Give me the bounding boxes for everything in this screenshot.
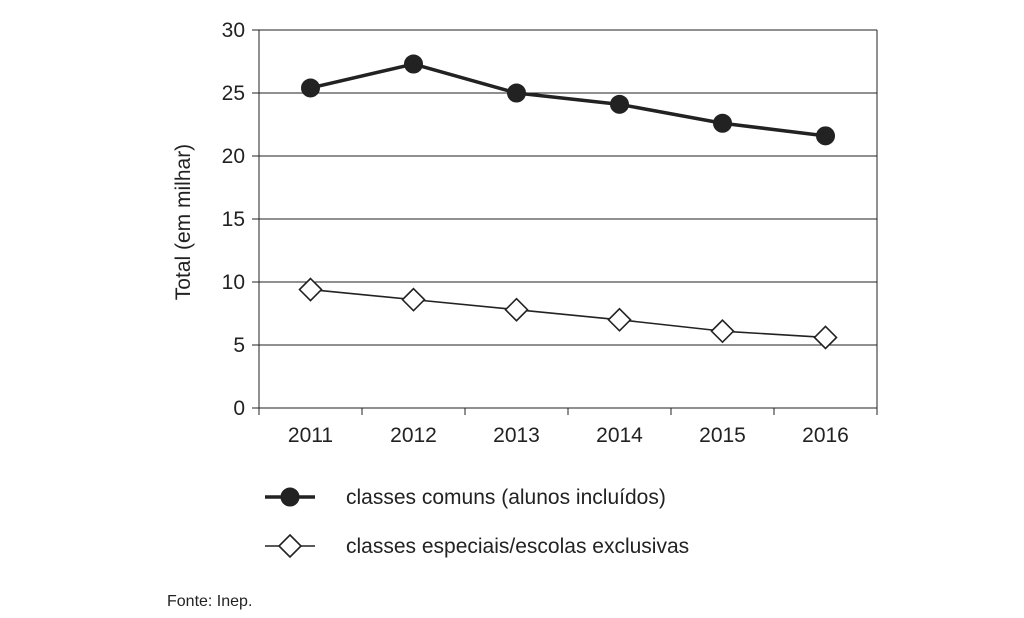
data-point — [713, 113, 732, 133]
data-point — [710, 319, 735, 344]
data-point — [816, 126, 835, 146]
x-tick-label: 2011 — [288, 424, 333, 447]
legend-label: classes especiais/escolas exclusivas — [346, 535, 689, 558]
legend-swatch-marker — [277, 533, 303, 559]
source-note: Fonte: Inep. — [167, 593, 252, 610]
data-point — [507, 83, 526, 103]
y-tick-label: 20 — [222, 145, 245, 168]
y-tick-label: 5 — [233, 334, 245, 357]
series-1 — [301, 54, 835, 146]
x-tick-label: 2016 — [802, 424, 849, 447]
y-tick-label: 15 — [222, 208, 245, 231]
data-point — [404, 54, 423, 74]
x-tick-label: 2012 — [390, 424, 437, 447]
data-point — [607, 307, 632, 332]
y-tick-label: 30 — [222, 19, 245, 42]
series-line — [310, 288, 826, 339]
y-tick-label: 0 — [233, 397, 245, 420]
legend-swatch-marker — [280, 487, 300, 507]
series — [298, 54, 838, 350]
y-tick-label: 25 — [222, 82, 245, 105]
x-axis-ticks: 2011 2012 2013 2014 2015 2016 — [258, 408, 878, 447]
series-2 — [298, 277, 838, 350]
series-line — [310, 62, 826, 138]
legend-item-1: classes comuns (alunos incluídos) — [265, 486, 666, 509]
data-point — [504, 297, 529, 322]
legend: classes comuns (alunos incluídos) classes… — [265, 486, 689, 559]
data-point — [610, 94, 629, 114]
y-tick-label: 10 — [222, 271, 245, 294]
data-point — [301, 78, 320, 98]
y-axis-label: Total (em milhar) — [172, 144, 195, 300]
y-axis-ticks: 0 5 10 15 20 25 30 — [222, 19, 259, 420]
data-point — [813, 325, 838, 350]
x-tick-label: 2015 — [699, 424, 746, 447]
x-tick-label: 2014 — [596, 424, 643, 447]
legend-label: classes comuns (alunos incluídos) — [346, 486, 666, 509]
data-point — [401, 287, 426, 312]
x-tick-label: 2013 — [493, 424, 540, 447]
legend-item-2: classes especiais/escolas exclusivas — [265, 533, 689, 559]
data-point — [298, 277, 323, 302]
